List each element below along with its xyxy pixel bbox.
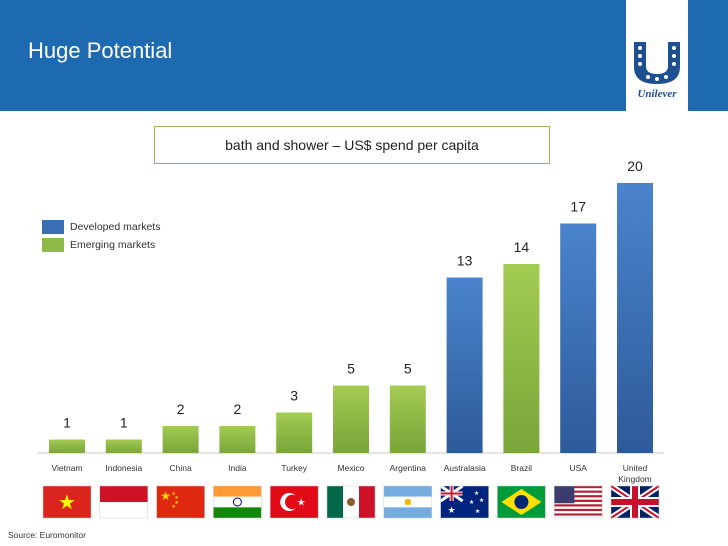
source-note: Source: Euromonitor <box>8 530 86 540</box>
svg-text:★: ★ <box>475 508 480 515</box>
unilever-logo: Unilever <box>626 0 688 111</box>
value-label: 2 <box>177 401 185 417</box>
chart-title: bath and shower – US$ spend per capita <box>154 126 550 164</box>
value-label: 5 <box>404 361 412 377</box>
vietnam-flag-icon: ★ <box>42 485 92 519</box>
slide-header: Huge Potential <box>0 0 728 111</box>
legend-swatch-developed <box>42 220 64 234</box>
svg-text:★: ★ <box>474 490 479 497</box>
value-label: 1 <box>63 415 71 431</box>
value-label: 14 <box>514 239 530 255</box>
logo-wordmark: Unilever <box>637 88 677 100</box>
legend-label-emerging: Emerging markets <box>70 239 156 251</box>
category-label: Mexico <box>338 463 365 473</box>
value-label: 17 <box>570 199 586 215</box>
bar-mexico <box>333 385 369 453</box>
turkey-flag-icon: ★ <box>269 485 319 519</box>
bar-turkey <box>276 412 313 453</box>
category-label: Indonesia <box>105 463 142 473</box>
legend-item-developed: Developed markets <box>42 218 160 236</box>
australia-flag-icon: ★★★★★ <box>439 484 489 519</box>
svg-text:★: ★ <box>448 505 456 515</box>
value-label: 20 <box>627 158 643 174</box>
china-flag-icon: ★ ★★★★ <box>156 485 205 519</box>
legend-swatch-emerging <box>42 238 64 252</box>
svg-text:★: ★ <box>297 498 306 509</box>
svg-text:★: ★ <box>58 492 76 514</box>
brazil-flag-icon <box>497 485 546 519</box>
value-label: 5 <box>347 361 355 377</box>
category-label: Brazil <box>511 463 532 473</box>
value-label: 1 <box>120 415 128 431</box>
category-label: USA <box>569 463 587 473</box>
category-label: Turkey <box>281 463 307 473</box>
category-label: Kingdom <box>618 474 652 484</box>
mexico-flag-icon <box>326 485 376 519</box>
indonesia-flag-icon <box>99 485 149 519</box>
slide-title: Huge Potential <box>28 38 173 63</box>
category-label: Argentina <box>390 463 427 473</box>
bar-brazil <box>503 264 540 453</box>
svg-text:★: ★ <box>174 500 179 506</box>
unilever-u-icon <box>634 42 680 84</box>
category-label: United <box>623 463 648 473</box>
svg-text:★: ★ <box>171 491 176 497</box>
bar-india <box>219 426 256 453</box>
usa-flag-icon <box>553 485 603 519</box>
bar-vietnam <box>49 439 85 453</box>
legend-label-developed: Developed markets <box>70 221 161 233</box>
bar-argentina <box>389 385 426 453</box>
bar-usa <box>560 223 597 453</box>
legend-item-emerging: Emerging markets <box>42 236 160 254</box>
value-label: 13 <box>457 253 473 269</box>
india-flag-icon <box>213 485 262 519</box>
legend: Developed markets Emerging markets <box>42 218 160 254</box>
bar-united-kingdom <box>617 183 653 453</box>
svg-text:★: ★ <box>160 489 171 503</box>
category-label: China <box>169 463 191 473</box>
bar-china <box>162 426 199 453</box>
category-label: Australasia <box>444 463 486 473</box>
value-label: 2 <box>234 401 242 417</box>
svg-text:★: ★ <box>479 497 484 504</box>
bar-australasia <box>446 277 483 453</box>
uk-flag-icon <box>609 483 661 521</box>
category-label: India <box>228 463 247 473</box>
svg-text:★: ★ <box>469 499 474 506</box>
bar-indonesia <box>105 439 142 453</box>
value-label: 3 <box>290 388 298 404</box>
svg-text:★: ★ <box>174 495 179 501</box>
svg-text:★: ★ <box>171 504 176 510</box>
category-label: Vietnam <box>51 463 82 473</box>
argentina-flag-icon <box>383 485 433 519</box>
